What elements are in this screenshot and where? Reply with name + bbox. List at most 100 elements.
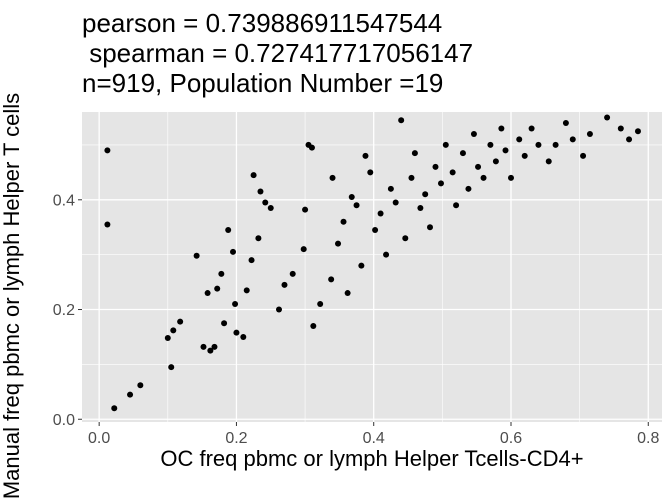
x-tick-label: 0.4 (363, 430, 385, 447)
y-axis-label: Manual freq pbmc or lymph Helper T cells (0, 92, 24, 499)
data-point (408, 174, 415, 181)
chart-title-line-1: pearson = 0.739886911547544 (82, 8, 443, 38)
data-point (459, 150, 466, 157)
data-point (475, 163, 482, 170)
data-point (344, 290, 351, 297)
data-point (310, 322, 317, 329)
data-point (300, 246, 307, 253)
data-point (492, 158, 499, 165)
data-point (289, 270, 296, 277)
data-point (348, 194, 355, 201)
data-point (562, 119, 569, 126)
data-point (449, 169, 456, 176)
data-point (442, 141, 449, 148)
data-point (545, 158, 552, 165)
x-tick-label: 0.6 (500, 430, 522, 447)
data-point (604, 114, 611, 121)
data-point (221, 320, 228, 327)
data-point (127, 391, 134, 398)
data-point (218, 270, 225, 277)
data-point (225, 226, 232, 233)
data-point (275, 306, 282, 313)
x-axis-label: OC freq pbmc or lymph Helper Tcells-CD4+ (160, 446, 584, 471)
data-point (502, 147, 509, 154)
data-point (204, 290, 211, 297)
data-point (383, 251, 390, 258)
data-point (465, 185, 472, 192)
data-point (552, 141, 559, 148)
data-points (104, 114, 641, 412)
data-point (164, 335, 171, 342)
data-point (427, 224, 433, 231)
data-point (262, 199, 269, 206)
data-point (211, 343, 218, 350)
data-point (377, 210, 384, 217)
data-point (387, 185, 394, 192)
data-point (586, 130, 593, 137)
data-point (255, 235, 262, 242)
data-point (422, 191, 429, 198)
data-point (233, 329, 240, 336)
data-point (168, 364, 175, 371)
data-point (177, 318, 184, 325)
data-point (521, 152, 528, 159)
data-point (200, 343, 207, 350)
data-point (480, 174, 487, 181)
x-tick-label: 0.8 (637, 430, 659, 447)
data-point (528, 125, 535, 132)
x-tick-label: 0.0 (88, 430, 110, 447)
data-point (232, 301, 239, 308)
data-point (230, 248, 237, 255)
data-point (328, 276, 335, 283)
data-point (402, 235, 409, 242)
data-point (317, 301, 324, 308)
data-point (111, 405, 118, 412)
data-point (170, 327, 177, 334)
data-point (367, 169, 374, 176)
data-point (281, 281, 288, 288)
data-point (243, 287, 250, 294)
data-point (535, 141, 542, 148)
data-point (137, 382, 144, 389)
data-point (617, 125, 624, 132)
data-point (417, 205, 424, 212)
data-point (470, 130, 477, 137)
data-point (340, 218, 347, 225)
data-point (193, 252, 200, 259)
data-point (240, 333, 247, 340)
data-point (353, 202, 360, 209)
chart-title-line-2: spearman = 0.727417717056147 (82, 38, 474, 68)
grid-lines (82, 112, 662, 422)
chart-title-line-3: n=919, Population Number =19 (82, 68, 444, 98)
data-point (302, 206, 309, 213)
plot-panel (82, 112, 662, 422)
data-point (362, 152, 369, 159)
data-point (411, 150, 418, 157)
axis-ticks: 0.0 0.2 0.4 0.6 0.8 0.0 0.2 0.4 (53, 192, 660, 447)
data-point (104, 147, 111, 154)
data-point (267, 205, 274, 212)
data-point (516, 136, 523, 143)
data-point (248, 257, 255, 264)
y-tick-label: 0.4 (53, 192, 75, 209)
data-point (437, 180, 444, 187)
data-point (308, 144, 315, 151)
data-point (335, 240, 342, 247)
scatter-plot: 0.0 0.2 0.4 0.6 0.8 0.0 0.2 0.4 (53, 112, 662, 447)
data-point (257, 188, 264, 195)
data-point (498, 125, 505, 132)
data-point (214, 285, 221, 292)
x-tick-label: 0.2 (225, 430, 247, 447)
data-point (207, 347, 214, 354)
data-point (372, 226, 379, 233)
data-point (329, 174, 336, 181)
y-tick-label: 0.0 (53, 412, 75, 429)
data-point (580, 152, 587, 159)
data-point (626, 136, 633, 143)
data-point (104, 221, 111, 228)
data-point (634, 128, 641, 135)
y-tick-label: 0.2 (53, 302, 75, 319)
data-point (250, 172, 257, 179)
data-point (507, 174, 514, 181)
data-point (392, 199, 399, 206)
